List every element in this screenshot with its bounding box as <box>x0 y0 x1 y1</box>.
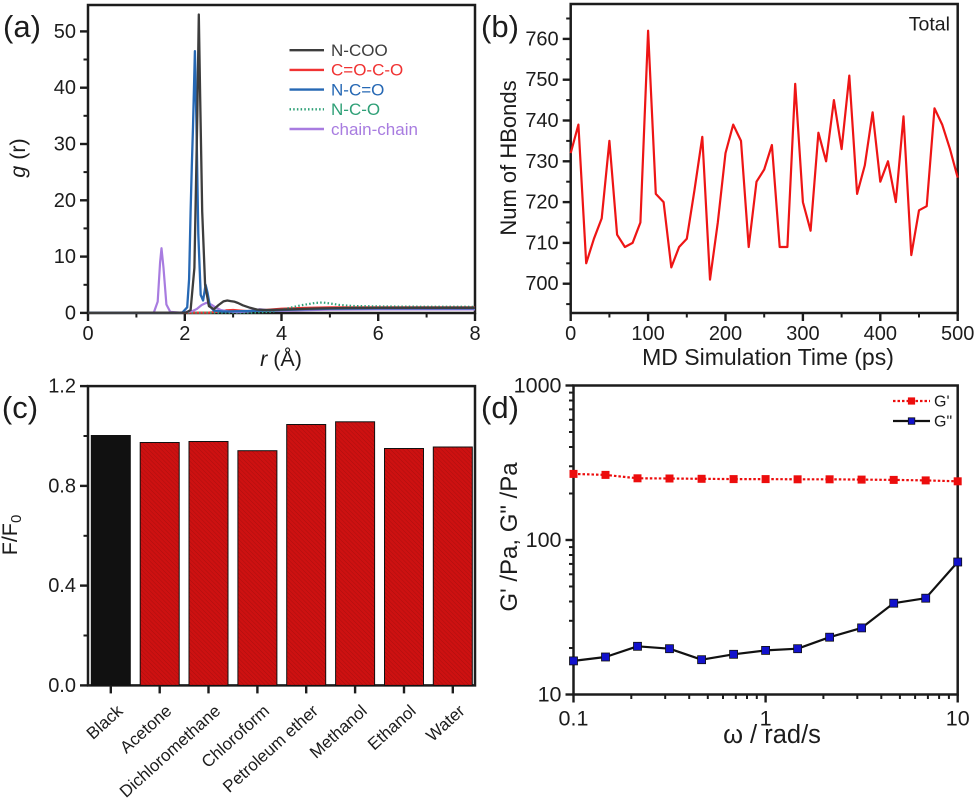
svg-text:10: 10 <box>538 683 562 707</box>
svg-text:10: 10 <box>946 707 970 731</box>
svg-text:20: 20 <box>54 190 76 212</box>
svg-text:0.0: 0.0 <box>48 675 76 697</box>
svg-text:chain-chain: chain-chain <box>331 120 418 139</box>
svg-text:0.8: 0.8 <box>48 475 76 497</box>
svg-text:30: 30 <box>54 134 76 156</box>
svg-text:710: 710 <box>525 232 558 254</box>
svg-text:1000: 1000 <box>514 374 562 398</box>
svg-text:Num of HBonds: Num of HBonds <box>496 80 521 235</box>
svg-text:500: 500 <box>941 323 974 345</box>
svg-text:760: 760 <box>525 28 558 50</box>
svg-text:740: 740 <box>525 110 558 132</box>
svg-text:4: 4 <box>276 323 287 345</box>
svg-text:0: 0 <box>565 323 576 345</box>
svg-text:10: 10 <box>54 246 76 268</box>
svg-text:8: 8 <box>469 323 480 345</box>
svg-text:100: 100 <box>526 528 562 552</box>
svg-text:50: 50 <box>54 21 76 43</box>
svg-text:0: 0 <box>82 323 93 345</box>
svg-text:(c): (c) <box>2 390 38 425</box>
svg-text:700: 700 <box>525 273 558 295</box>
svg-text:300: 300 <box>786 323 819 345</box>
svg-text:(a): (a) <box>3 9 41 44</box>
svg-text:r (Å): r (Å) <box>260 347 302 371</box>
svg-text:1: 1 <box>760 707 772 731</box>
svg-text:720: 720 <box>525 192 558 214</box>
svg-text:100: 100 <box>631 323 664 345</box>
svg-text:MD Simulation Time (ps): MD Simulation Time (ps) <box>642 344 894 370</box>
svg-text:g (r): g (r) <box>6 138 30 177</box>
svg-text:0.4: 0.4 <box>48 575 76 597</box>
svg-text:C=O-C-O: C=O-C-O <box>331 61 403 80</box>
svg-text:N-C-O: N-C-O <box>331 100 380 119</box>
svg-text:N-C=O: N-C=O <box>331 80 384 99</box>
svg-text:G": G" <box>934 414 952 431</box>
svg-text:G': G' <box>934 394 950 411</box>
svg-text:0.1: 0.1 <box>559 707 589 731</box>
svg-text:730: 730 <box>525 151 558 173</box>
svg-text:(d): (d) <box>481 390 519 425</box>
svg-text:200: 200 <box>709 323 742 345</box>
svg-text:(b): (b) <box>481 9 519 44</box>
svg-text:N-COO: N-COO <box>331 41 388 60</box>
svg-text:Total: Total <box>909 14 950 36</box>
svg-text:0: 0 <box>65 302 76 324</box>
svg-text:ω / rad/s: ω / rad/s <box>723 721 821 749</box>
svg-text:40: 40 <box>54 77 76 99</box>
svg-text:G' /Pa, G" /Pa: G' /Pa, G" /Pa <box>496 462 523 612</box>
svg-text:2: 2 <box>179 323 190 345</box>
svg-text:400: 400 <box>864 323 897 345</box>
svg-text:6: 6 <box>373 323 384 345</box>
svg-text:750: 750 <box>525 69 558 91</box>
svg-text:1.2: 1.2 <box>48 376 76 398</box>
